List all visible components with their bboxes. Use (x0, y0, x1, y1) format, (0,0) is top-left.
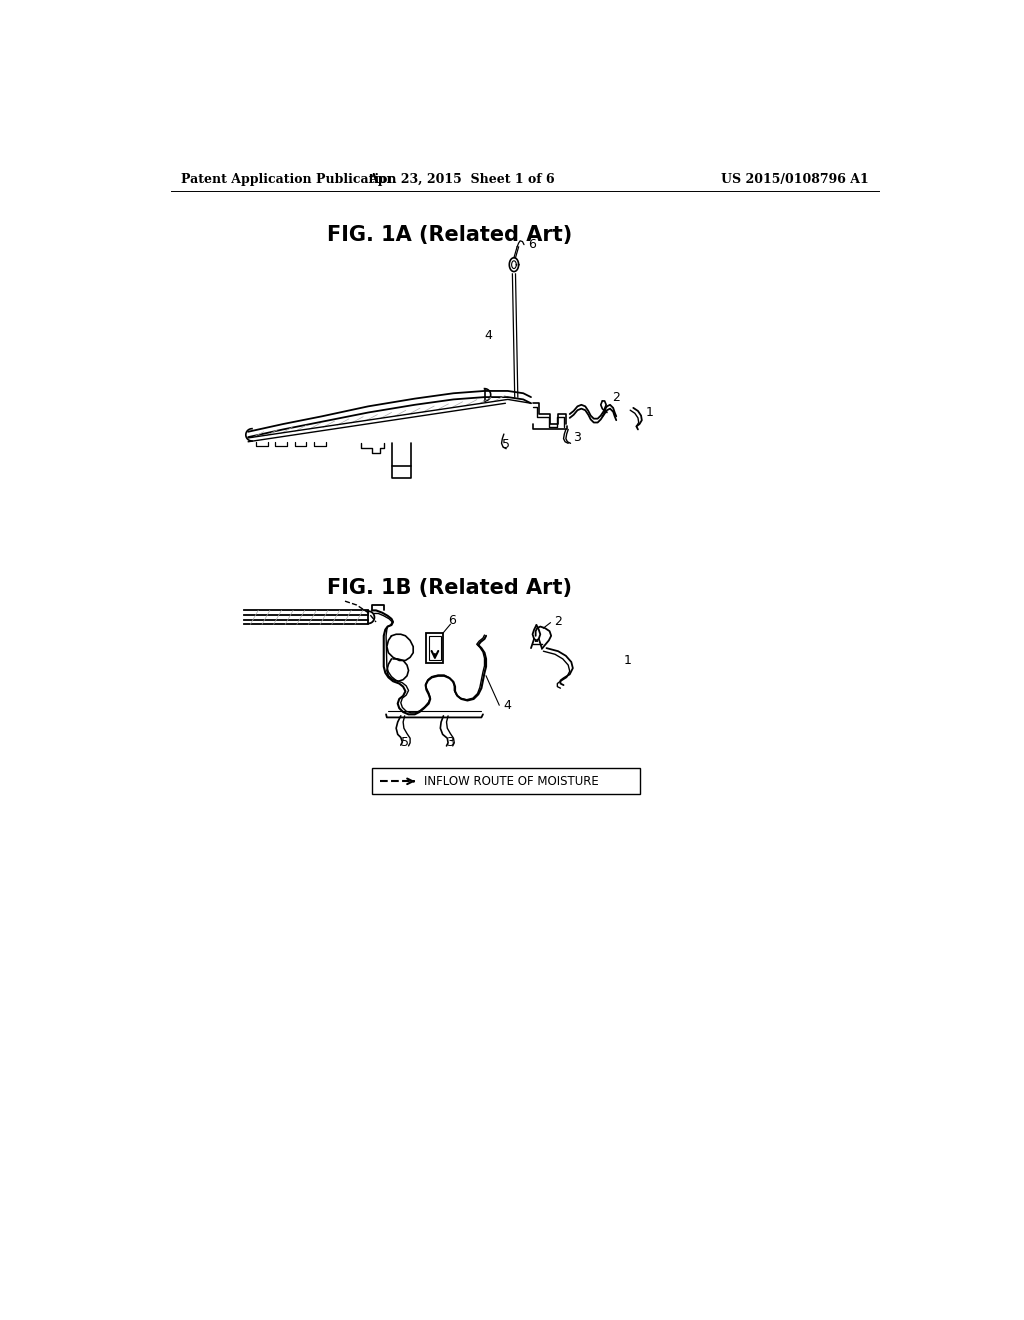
Text: INFLOW ROUTE OF MOISTURE: INFLOW ROUTE OF MOISTURE (424, 775, 599, 788)
Text: 2: 2 (612, 391, 621, 404)
Text: US 2015/0108796 A1: US 2015/0108796 A1 (721, 173, 869, 186)
Text: 5: 5 (502, 438, 510, 451)
Text: FIG. 1A (Related Art): FIG. 1A (Related Art) (327, 226, 572, 246)
Text: 2: 2 (554, 615, 562, 628)
Bar (372, 768, 640, 795)
Text: 1: 1 (646, 407, 653, 418)
Bar (426, 634, 443, 663)
Text: 3: 3 (445, 735, 454, 748)
Text: 1: 1 (624, 653, 632, 667)
Text: 6: 6 (528, 238, 536, 251)
Text: 3: 3 (572, 430, 581, 444)
Text: Apr. 23, 2015  Sheet 1 of 6: Apr. 23, 2015 Sheet 1 of 6 (368, 173, 555, 186)
Text: 5: 5 (401, 735, 410, 748)
Bar (429, 636, 441, 660)
Text: 4: 4 (504, 698, 512, 711)
Text: 4: 4 (484, 329, 493, 342)
Text: 6: 6 (449, 614, 456, 627)
Text: FIG. 1B (Related Art): FIG. 1B (Related Art) (327, 578, 572, 598)
Text: Patent Application Publication: Patent Application Publication (180, 173, 396, 186)
